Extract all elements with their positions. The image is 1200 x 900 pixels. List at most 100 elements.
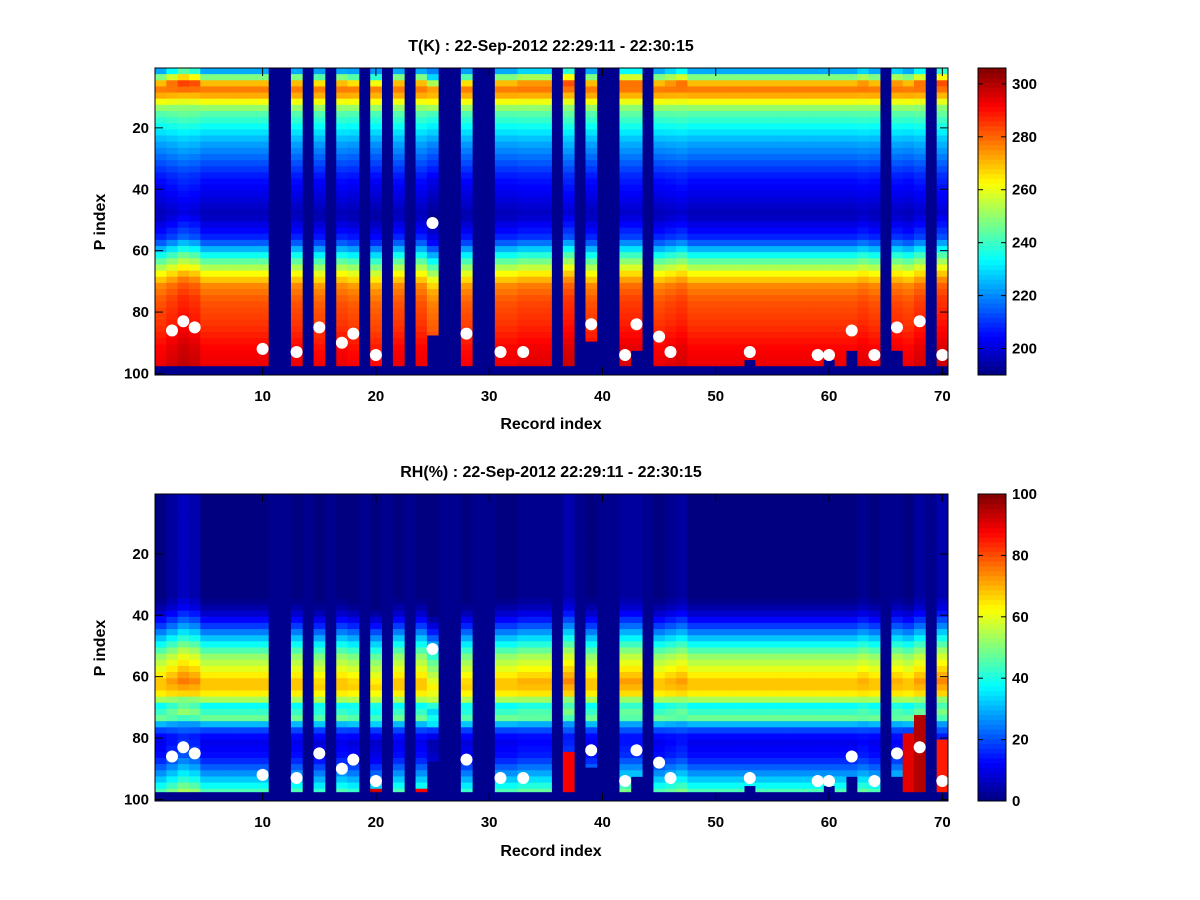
heatmap-cell xyxy=(415,166,428,173)
heatmap-cell xyxy=(540,129,552,136)
heatmap-cell xyxy=(812,190,824,198)
heatmap-cell xyxy=(200,258,213,265)
heatmap-cell xyxy=(336,147,348,155)
heatmap-cell xyxy=(619,702,632,710)
heatmap-cell xyxy=(211,129,224,136)
heatmap-cell xyxy=(812,264,824,272)
heatmap-cell xyxy=(789,690,802,698)
heatmap-cell xyxy=(687,567,700,575)
heatmap-cell xyxy=(630,295,643,302)
heatmap-cell xyxy=(698,616,711,624)
heatmap-cell xyxy=(653,325,666,333)
heatmap-cell xyxy=(902,110,915,118)
heatmap-cell xyxy=(392,665,405,673)
heatmap-cell xyxy=(392,129,405,136)
heatmap-cell xyxy=(857,172,870,179)
heatmap-cell xyxy=(766,92,779,100)
heatmap-cell xyxy=(517,190,530,198)
heatmap-cell xyxy=(392,543,405,550)
heatmap-cell xyxy=(494,325,507,333)
heatmap-cell xyxy=(177,494,190,501)
heatmap-cell xyxy=(891,129,904,136)
heatmap-cell xyxy=(506,141,518,149)
heatmap-cell xyxy=(222,276,235,284)
heatmap-cell xyxy=(800,690,813,698)
heatmap-cell xyxy=(211,561,224,569)
heatmap-cell xyxy=(721,494,734,501)
heatmap-cell xyxy=(800,530,813,538)
heatmap-cell xyxy=(800,123,813,130)
heatmap-cell xyxy=(664,733,677,740)
heatmap-cell xyxy=(868,325,881,333)
heatmap-cell xyxy=(698,782,711,790)
heatmap-cell xyxy=(585,524,598,532)
heatmap-cell xyxy=(562,598,575,605)
heatmap-cell xyxy=(710,721,722,728)
heatmap-cell xyxy=(857,665,870,673)
heatmap-cell xyxy=(256,190,269,198)
heatmap-cell xyxy=(664,715,677,722)
heatmap-cell xyxy=(245,561,258,569)
heatmap-cell xyxy=(528,758,541,765)
heatmap-cell xyxy=(710,338,722,345)
heatmap-cell xyxy=(710,684,722,691)
heatmap-cell xyxy=(370,500,382,507)
heatmap-cell xyxy=(234,745,247,753)
heatmap-cell xyxy=(517,733,530,740)
heatmap-cell xyxy=(313,135,326,143)
heatmap-cell xyxy=(812,227,824,235)
heatmap-cell xyxy=(710,500,722,507)
heatmap-cell xyxy=(506,221,518,229)
heatmap-cell xyxy=(517,98,530,106)
heatmap-cell xyxy=(517,86,530,93)
heatmap-cell xyxy=(313,598,326,605)
heatmap-cell xyxy=(540,135,552,143)
heatmap-cell xyxy=(664,721,677,728)
heatmap-cell xyxy=(494,166,507,173)
heatmap-cell xyxy=(211,325,224,333)
heatmap-cell xyxy=(245,629,258,636)
heatmap-cell xyxy=(562,647,575,655)
heatmap-cell xyxy=(914,307,926,314)
colorbar-swatch xyxy=(978,120,1006,127)
heatmap-cell xyxy=(800,543,813,550)
heatmap-cell xyxy=(664,659,677,667)
heatmap-cell xyxy=(868,506,881,513)
heatmap-cell xyxy=(687,153,700,161)
heatmap-cell xyxy=(370,215,382,222)
heatmap-cell xyxy=(732,350,745,357)
heatmap-cell xyxy=(177,332,190,339)
heatmap-cell xyxy=(188,80,201,87)
heatmap-cell xyxy=(177,190,190,198)
heatmap-cell xyxy=(585,629,598,636)
heatmap-cell xyxy=(766,751,779,759)
heatmap-cell xyxy=(721,246,734,253)
heatmap-cell xyxy=(630,86,643,93)
heatmap-cell xyxy=(857,325,870,333)
heatmap-cell xyxy=(914,325,926,333)
heatmap-cell xyxy=(222,776,235,783)
heatmap-cell xyxy=(834,209,847,216)
heatmap-cell xyxy=(494,788,507,793)
heatmap-cell xyxy=(155,702,167,710)
heatmap-cell xyxy=(721,751,734,759)
heatmap-cell xyxy=(347,264,360,272)
heatmap-cell xyxy=(245,252,258,259)
heatmap-cell xyxy=(222,301,235,308)
heatmap-cell xyxy=(868,494,881,501)
heatmap-cell xyxy=(698,332,711,339)
heatmap-cell xyxy=(800,751,813,759)
heatmap-cell xyxy=(426,579,439,587)
heatmap-cell xyxy=(460,561,473,569)
heatmap-cell xyxy=(177,592,190,599)
heatmap-cell xyxy=(347,178,360,186)
heatmap-cell xyxy=(222,506,235,513)
heatmap-cell xyxy=(789,524,802,532)
heatmap-cell xyxy=(234,233,247,241)
heatmap-cell xyxy=(166,141,179,149)
heatmap-cell xyxy=(290,543,303,550)
heatmap-cell xyxy=(857,282,870,290)
heatmap-cell xyxy=(234,629,247,636)
heatmap-cell xyxy=(766,592,779,599)
heatmap-cell xyxy=(528,307,541,314)
